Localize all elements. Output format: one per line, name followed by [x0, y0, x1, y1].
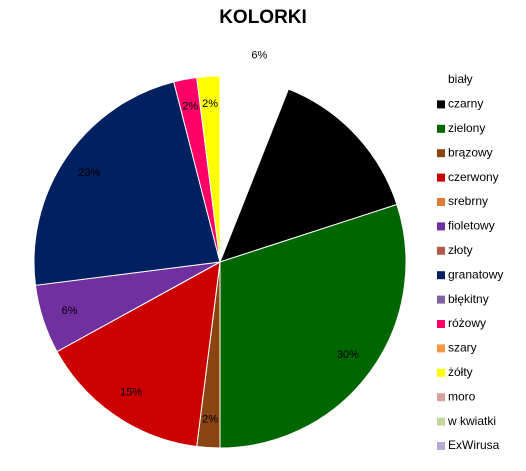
legend-swatch	[437, 173, 445, 182]
legend-label: srebrny	[448, 194, 488, 208]
data-label: 2%	[202, 414, 218, 426]
legend-swatch	[437, 295, 445, 304]
data-label: 23%	[78, 167, 100, 179]
legend-swatch	[437, 368, 445, 377]
data-label: 15%	[120, 387, 142, 399]
legend-label: błękitny	[448, 292, 489, 306]
legend-label: szary	[448, 341, 477, 355]
legend-label: moro	[448, 389, 476, 403]
chart-title: KOLORKI	[219, 7, 307, 28]
legend-label: w kwiatki	[447, 414, 496, 428]
legend-label: brązowy	[448, 145, 493, 159]
legend-label: żółty	[448, 365, 473, 379]
legend-label: ExWirusa	[448, 438, 500, 452]
legend-swatch	[437, 417, 445, 426]
data-label: 2%	[182, 101, 198, 113]
data-label: 6%	[62, 305, 78, 317]
legend-label: różowy	[448, 316, 486, 330]
data-label: 6%	[251, 50, 267, 62]
pie-slice	[221, 65, 291, 253]
data-label: 2%	[202, 98, 218, 110]
legend-swatch	[437, 344, 445, 353]
legend-swatch	[437, 124, 445, 133]
legend-label: złoty	[448, 243, 473, 257]
legend-label: czerwony	[448, 170, 499, 184]
legend-label: czarny	[448, 97, 483, 111]
legend-label: fioletowy	[448, 219, 495, 233]
pie-slice	[196, 75, 221, 263]
data-label: 30%	[337, 349, 359, 361]
legend-swatch	[437, 246, 445, 255]
pie-slice	[33, 81, 221, 286]
legend-swatch	[437, 100, 445, 109]
pie-slice	[219, 203, 407, 449]
legend-swatch	[437, 76, 445, 84]
legend-swatch	[437, 442, 445, 450]
legend-label: zielony	[448, 121, 485, 135]
pie-slice	[56, 261, 221, 448]
legend-swatch	[437, 320, 445, 328]
legend-label: granatowy	[448, 267, 503, 281]
legend-swatch	[437, 149, 445, 158]
legend-swatch	[437, 393, 445, 402]
legend-swatch	[437, 271, 445, 280]
legend-swatch	[437, 198, 445, 206]
legend-label: biały	[448, 72, 473, 86]
legend-swatch	[437, 222, 445, 231]
